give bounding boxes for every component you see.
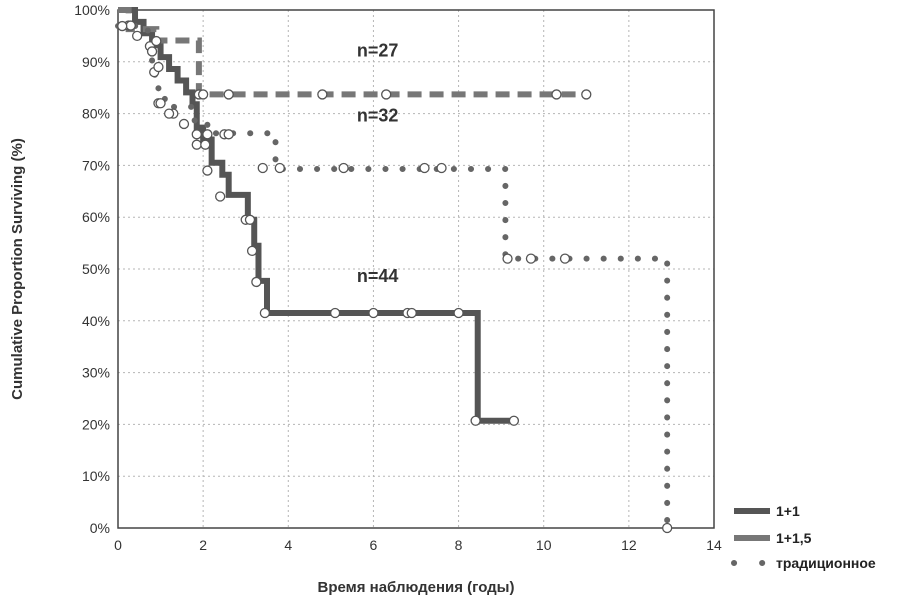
censor-marker	[502, 253, 513, 264]
y-tick-label: 70%	[82, 157, 110, 173]
censor-marker	[525, 253, 537, 264]
x-tick-labels: 0 2 4 6 8 10 12 14	[114, 537, 722, 553]
annotation-label: n=32	[357, 105, 399, 125]
censor-marker	[246, 245, 258, 257]
censor-marker	[223, 129, 234, 140]
y-tick-label: 20%	[82, 416, 110, 432]
y-tick-label: 90%	[82, 54, 110, 70]
legend-label-2: традиционное	[776, 555, 876, 571]
y-tick-label: 100%	[74, 2, 110, 18]
censor-marker	[191, 129, 202, 140]
censor-marker	[436, 162, 447, 174]
annotation-label: n=44	[357, 266, 399, 286]
censor-marker	[251, 276, 262, 288]
censor-marker	[202, 129, 213, 140]
x-tick-label: 12	[621, 537, 637, 553]
annotation-label: n=27	[357, 41, 399, 61]
censor-marker	[317, 89, 328, 100]
censor-marker	[662, 522, 673, 534]
x-tick-label: 2	[199, 537, 207, 553]
legend-label-0: 1+1	[776, 503, 800, 519]
y-tick-label: 30%	[82, 365, 110, 381]
y-tick-label: 80%	[82, 106, 110, 122]
x-tick-label: 8	[455, 537, 463, 553]
grid-lines	[117, 9, 715, 529]
censor-markers	[117, 20, 673, 534]
censor-marker	[551, 89, 562, 100]
censor-marker	[155, 98, 166, 109]
y-tick-label: 50%	[82, 261, 110, 277]
x-tick-label: 14	[706, 537, 722, 553]
censor-marker	[257, 162, 268, 174]
censor-marker	[146, 46, 158, 57]
legend: 1+1 1+1,5 традиционное	[731, 503, 876, 571]
censor-marker	[581, 89, 592, 100]
censor-marker	[508, 415, 520, 426]
censor-marker	[117, 20, 128, 32]
censor-marker	[200, 139, 211, 150]
x-tick-label: 4	[284, 537, 292, 553]
censor-marker	[125, 20, 136, 31]
x-axis-title: Время наблюдения (годы)	[318, 579, 515, 596]
legend-label-1: 1+1,5	[776, 530, 812, 546]
censor-marker	[223, 89, 234, 100]
y-tick-label: 60%	[82, 209, 110, 225]
censor-marker	[244, 214, 256, 225]
censor-marker	[259, 307, 271, 319]
censor-marker	[338, 162, 349, 174]
censor-marker	[151, 35, 162, 47]
series-line-1	[118, 7, 589, 98]
y-tick-label: 40%	[82, 313, 110, 329]
y-tick-labels: 0% 10% 20% 30% 40% 50% 60% 70% 80% 90% 100%	[74, 2, 110, 536]
censor-marker	[381, 89, 392, 100]
censor-marker	[178, 118, 190, 130]
censor-marker	[406, 307, 417, 319]
censor-marker	[163, 108, 175, 119]
x-tick-label: 10	[536, 537, 552, 553]
censor-marker	[274, 162, 285, 174]
annotations: n=27 n=32 n=44	[357, 41, 399, 286]
y-axis-title: Cumulative Proportion Surviving (%)	[9, 138, 26, 400]
censor-marker	[191, 139, 202, 150]
y-tick-label: 0%	[90, 520, 110, 536]
censor-marker	[559, 253, 571, 264]
censor-marker	[329, 307, 341, 319]
censor-marker	[419, 162, 430, 174]
censor-marker	[470, 415, 481, 426]
x-tick-label: 0	[114, 537, 122, 553]
censor-marker	[153, 61, 164, 73]
censor-marker	[368, 307, 379, 319]
censor-marker	[132, 30, 143, 42]
censor-marker	[202, 165, 213, 176]
plot-frame	[117, 9, 715, 529]
x-tick-label: 6	[370, 537, 378, 553]
censor-marker	[453, 307, 464, 319]
censor-marker	[215, 191, 226, 202]
y-tick-label: 10%	[82, 468, 110, 484]
censor-marker	[197, 89, 209, 100]
